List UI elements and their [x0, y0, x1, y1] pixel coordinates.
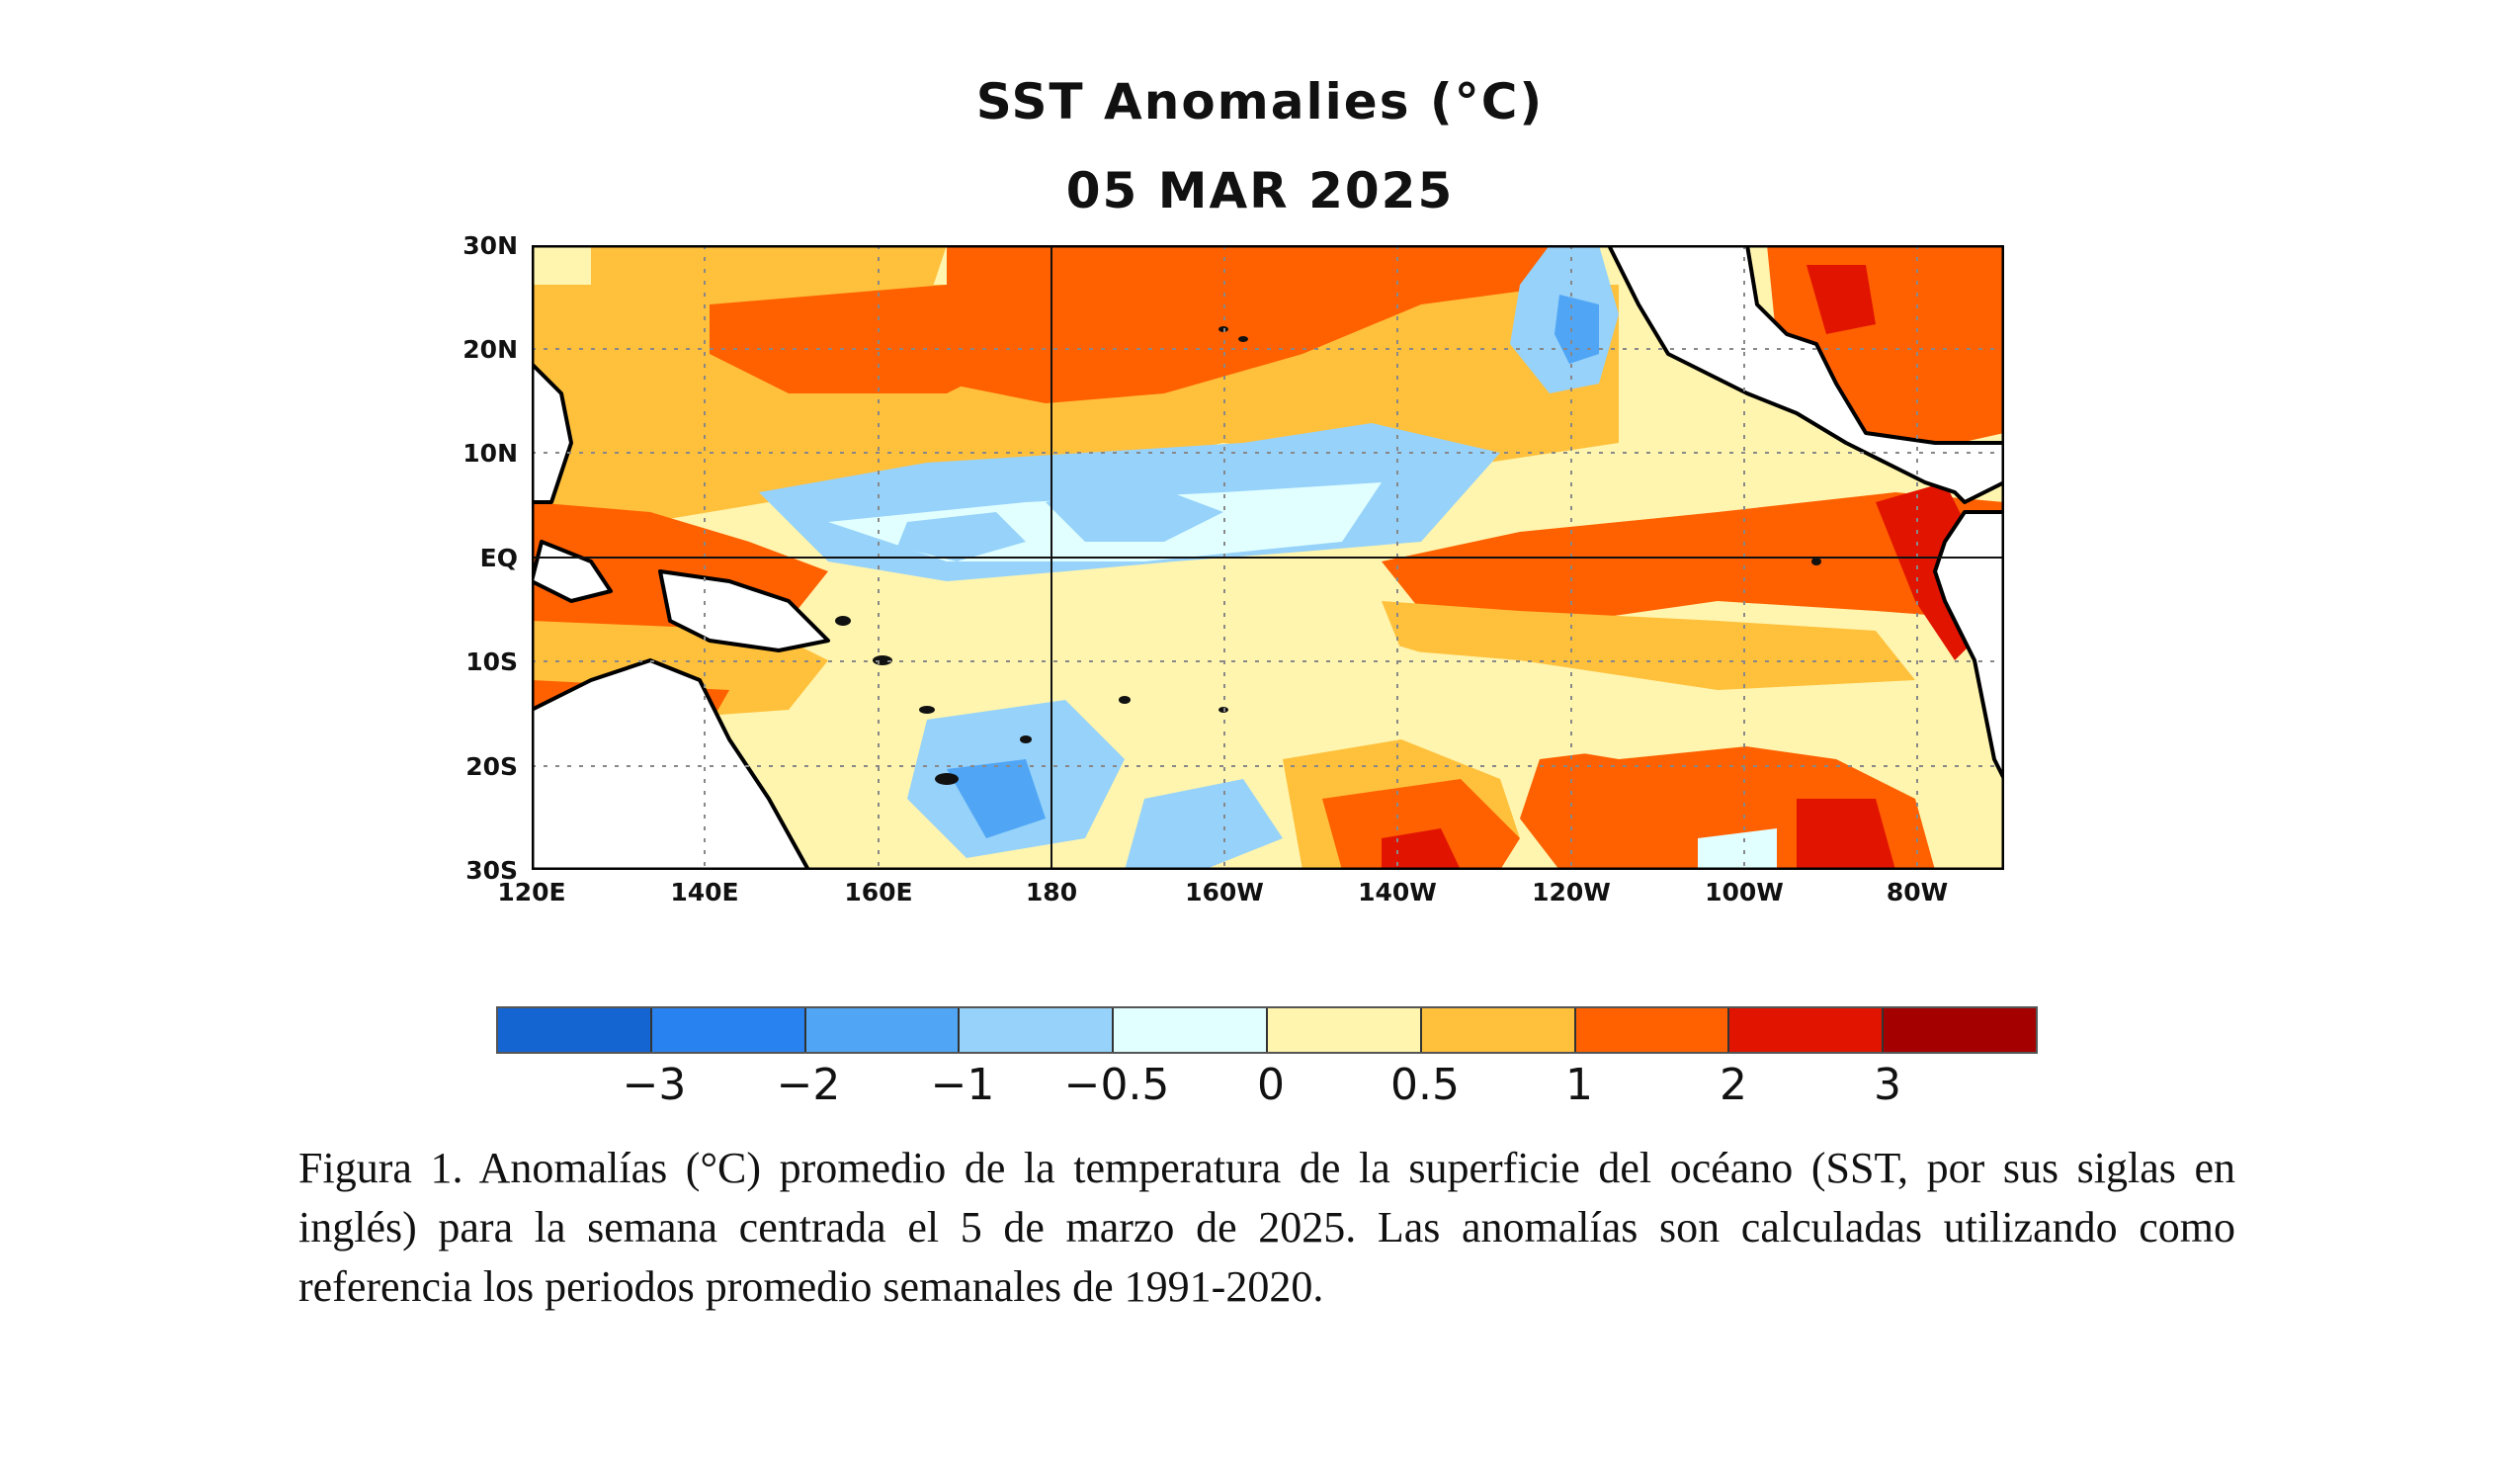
lon-label-160w: 160W [1185, 878, 1264, 906]
lat-label-30n: 30N [462, 231, 518, 260]
lat-label-10s: 10S [465, 647, 518, 676]
colorbar-swatch [960, 1008, 1115, 1052]
islands [835, 326, 1821, 785]
lon-label-120w: 120W [1532, 878, 1611, 906]
colorbar-swatch [1729, 1008, 1885, 1052]
map-border [532, 245, 2004, 870]
lat-label-20s: 20S [465, 752, 518, 781]
map-date: 05 MAR 2025 [1065, 162, 1455, 219]
lon-label-120e: 120E [497, 878, 566, 906]
colorbar-tick: 1 [1565, 1060, 1593, 1110]
reference-lines [532, 245, 2004, 870]
map-canvas [532, 245, 2004, 870]
colorbar-swatch [1421, 1008, 1576, 1052]
colorbar-swatch [498, 1008, 652, 1052]
lon-label-140e: 140E [670, 878, 739, 906]
colorbar [496, 1006, 2038, 1054]
lat-label-10n: 10N [462, 439, 518, 468]
colorbar-swatch [1267, 1008, 1422, 1052]
colorbar-tick: 0 [1257, 1060, 1285, 1110]
colorbar-swatch [1884, 1008, 2036, 1052]
figure-caption: Figura 1. Anomalías (°C) promedio de la … [298, 1144, 2235, 1311]
lat-label-eq: EQ [479, 544, 518, 572]
colorbar-swatch [1575, 1008, 1730, 1052]
colorbar-tick: −3 [622, 1060, 687, 1110]
colorbar-tick: −1 [930, 1060, 995, 1110]
colorbar-tick: 2 [1720, 1060, 1747, 1110]
lat-label-30s: 30S [465, 856, 518, 885]
colorbar-tick: 0.5 [1390, 1060, 1460, 1110]
sst-anomaly-map [532, 245, 2004, 870]
lon-label-100w: 100W [1705, 878, 1784, 906]
lon-label-140w: 140W [1358, 878, 1437, 906]
lat-label-20n: 20N [462, 335, 518, 364]
colorbar-swatch [805, 1008, 961, 1052]
colorbar-swatch [1114, 1008, 1268, 1052]
colorbar-tick: 3 [1874, 1060, 1901, 1110]
lon-label-160e: 160E [844, 878, 913, 906]
lon-label-180: 180 [1025, 878, 1078, 906]
map-title: SST Anomalies (°C) [975, 73, 1545, 130]
lon-label-80w: 80W [1886, 878, 1949, 906]
colorbar-swatch [651, 1008, 806, 1052]
colorbar-tick: −0.5 [1063, 1060, 1170, 1110]
land-masses [532, 245, 2004, 870]
colorbar-tick: −2 [776, 1060, 841, 1110]
